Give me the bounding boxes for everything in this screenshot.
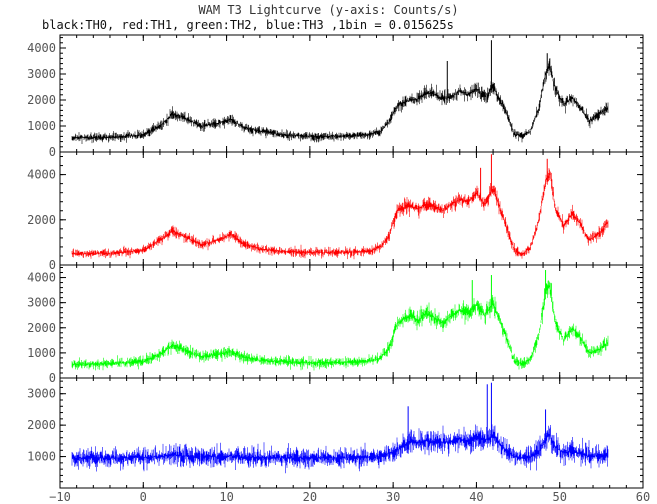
x-tick-label: 60 [636, 490, 650, 504]
panel-th0: 0 1000 2000 3000 4000 [27, 34, 644, 159]
y-tick-label: 0 [49, 145, 56, 159]
y-tick-label: 1000 [27, 346, 56, 360]
y-tick-label: 1000 [27, 119, 56, 133]
y-tick-label: 2000 [27, 213, 56, 227]
lightcurve-th1 [71, 168, 609, 260]
y-tick-label: 2000 [27, 93, 56, 107]
y-tick-label: 0 [49, 258, 56, 272]
x-tick-label: 0 [140, 490, 147, 504]
x-tick-label: 40 [469, 490, 483, 504]
lightcurve-th0 [71, 58, 609, 144]
lightcurve-th3 [71, 424, 609, 474]
x-tick-label: 30 [386, 490, 400, 504]
y-tick-label: 2000 [27, 418, 56, 432]
x-tick-label: 20 [303, 490, 317, 504]
y-tick-label: 3000 [27, 67, 56, 81]
y-tick-label: 4000 [27, 168, 56, 182]
y-tick-label: 2000 [27, 321, 56, 335]
y-tick-label: 3000 [27, 296, 56, 310]
y-tick-label: 0 [49, 371, 56, 385]
chart-subtitle: black:TH0, red:TH1, green:TH2, blue:TH3 … [42, 18, 454, 32]
panel-th1: 0 2000 4000 [27, 151, 644, 272]
x-tick-label: −10 [49, 490, 71, 504]
lightcurve-th2 [71, 280, 609, 371]
y-tick-label: 3000 [27, 387, 56, 401]
chart-title: WAM T3 Lightcurve (y-axis: Counts/s) [198, 3, 459, 17]
panel-th3: 1000 2000 3000 [27, 377, 644, 489]
y-tick-label: 4000 [27, 41, 56, 55]
x-tick-label: 50 [552, 490, 566, 504]
y-tick-label: 1000 [27, 450, 56, 464]
y-tick-label: 4000 [27, 271, 56, 285]
x-tick-label: 10 [219, 490, 233, 504]
panel-th2: 0 1000 2000 3000 4000 [27, 264, 644, 385]
panel-frame [59, 377, 644, 489]
